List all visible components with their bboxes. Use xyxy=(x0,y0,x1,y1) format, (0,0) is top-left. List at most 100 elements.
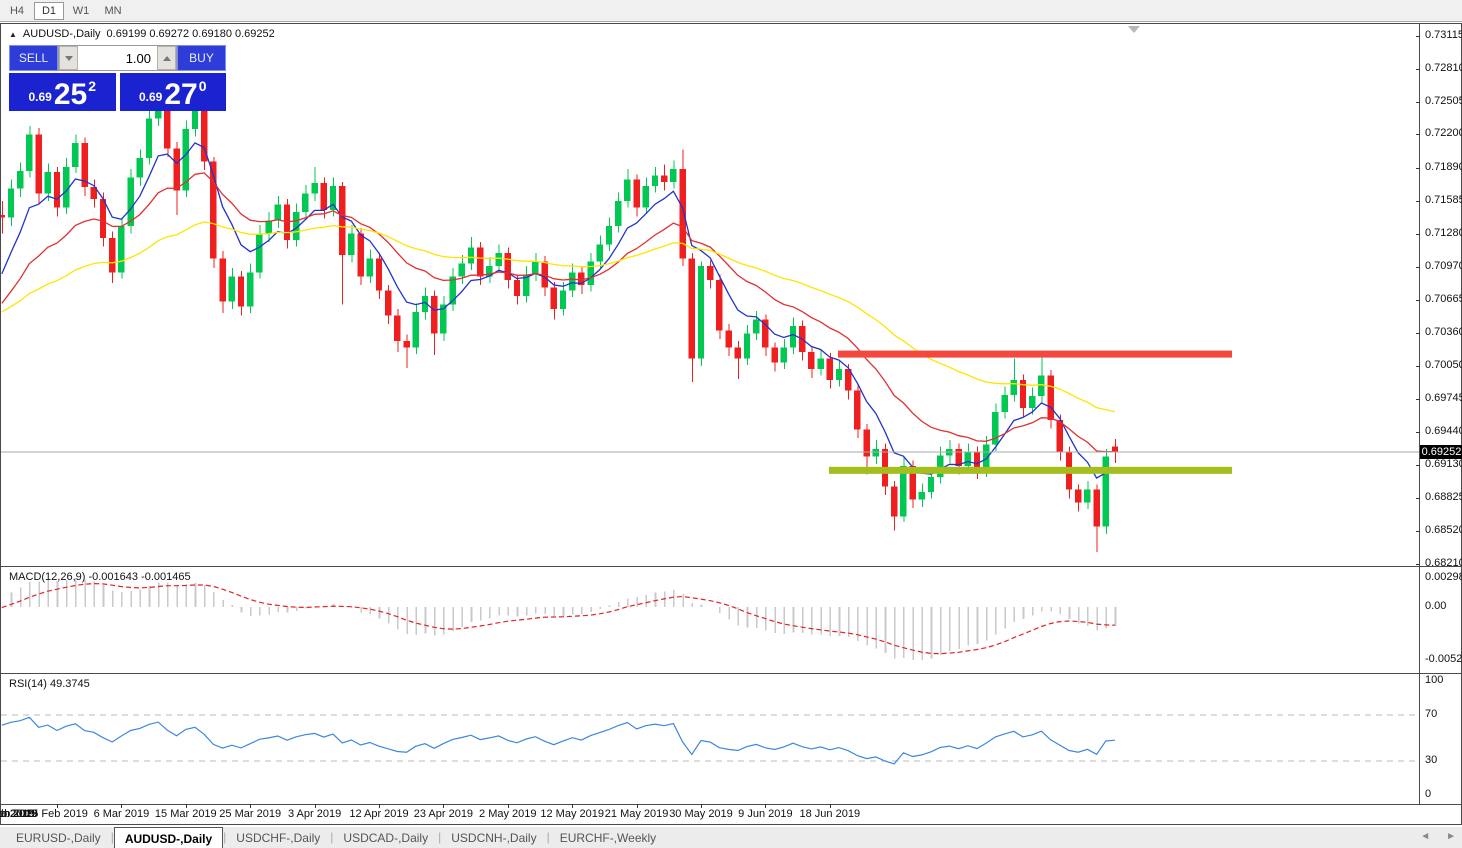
pane-separator[interactable] xyxy=(1,673,1461,674)
price-axis-tick xyxy=(1416,464,1420,466)
price-axis-label: 0.68520 xyxy=(1425,523,1462,536)
chart-ohlc-values: 0.69199 0.69272 0.69180 0.69252 xyxy=(106,28,275,40)
sell-price-prefix: 0.69 xyxy=(28,90,52,104)
tab-scroll-controls: ◄ ► xyxy=(1420,831,1456,842)
pane-separator xyxy=(1,804,1461,805)
chart-window: ▲ AUDUSD-,Daily 0.69199 0.69272 0.69180 … xyxy=(0,23,1462,825)
date-axis-label: 30 May 2019 xyxy=(669,808,733,820)
chart-shift-marker-icon[interactable] xyxy=(1128,26,1140,33)
price-axis-label: 0.69745 xyxy=(1425,391,1462,404)
buy-price-prefix: 0.69 xyxy=(138,90,163,104)
price-axis-label: 0.72200 xyxy=(1425,127,1462,140)
price-axis-tick xyxy=(1416,167,1420,169)
chart-symbol-label: AUDUSD-,Daily xyxy=(22,28,101,40)
date-axis-label: 9 Jun 2019 xyxy=(738,808,793,820)
chart-title: ▲ AUDUSD-,Daily 0.69199 0.69272 0.69180 … xyxy=(9,28,275,40)
tab-separator: | xyxy=(546,830,550,844)
date-axis-tick xyxy=(57,804,58,808)
date-axis-tick xyxy=(379,804,380,808)
price-axis-label: 0.72505 xyxy=(1425,94,1462,107)
rsi-indicator-pane[interactable] xyxy=(1,674,1421,804)
price-axis-label: 0.70360 xyxy=(1425,325,1462,338)
tab-separator: | xyxy=(110,830,114,844)
timeframe-button-mn[interactable]: MN xyxy=(104,4,122,17)
scroll-tabs-left-icon[interactable]: ◄ xyxy=(1420,831,1431,842)
price-axis-label: 0.68825 xyxy=(1425,490,1462,503)
date-axis-label: 18 Jan 2019 xyxy=(0,808,38,820)
price-axis-label: 0.70970 xyxy=(1425,259,1462,272)
macd-axis-label: 0.002984 xyxy=(1425,571,1462,583)
price-axis-tick xyxy=(1416,200,1420,202)
collapse-chart-icon[interactable]: ▲ xyxy=(9,29,17,39)
chart-tab-usdcnh[interactable]: USDCNH-,Daily xyxy=(451,831,537,845)
price-axis-tick xyxy=(1416,564,1420,565)
price-axis-label: 0.71890 xyxy=(1425,160,1462,173)
date-axis-label: 28 Jan 2019 xyxy=(0,808,38,820)
buy-button[interactable]: BUY xyxy=(177,45,226,71)
sell-button[interactable]: SELL xyxy=(9,45,58,71)
rsi-axis-label: 100 xyxy=(1425,674,1444,686)
price-axis-label: 0.72810 xyxy=(1425,61,1462,74)
tab-separator: | xyxy=(438,830,442,844)
price-axis-label: 0.70050 xyxy=(1425,358,1462,371)
price-axis-tick xyxy=(1416,431,1420,433)
volume-stepper xyxy=(58,45,177,71)
price-axis-label: 0.69130 xyxy=(1425,457,1462,470)
volume-decrease-button[interactable] xyxy=(59,46,78,70)
chart-tab-audusd[interactable]: AUDUSD-,Daily xyxy=(113,827,224,848)
volume-increase-button[interactable] xyxy=(157,46,176,70)
price-axis-tick xyxy=(1416,497,1420,499)
timeframe-button-h4[interactable]: H4 xyxy=(9,4,25,17)
date-axis-tick xyxy=(572,804,574,808)
price-axis-tick xyxy=(1416,365,1420,367)
date-axis-tick xyxy=(121,804,123,808)
date-axis-label: 6 Feb 2019 xyxy=(0,808,35,820)
chart-tab-usdchf[interactable]: USDCHF-,Daily xyxy=(236,831,321,845)
rsi-label: RSI(14) 49.3745 xyxy=(9,678,90,690)
macd-label: MACD(12,26,9) -0.001643 -0.001465 xyxy=(9,571,191,583)
date-axis-label: 21 May 2019 xyxy=(604,808,669,820)
timeframe-button-d1[interactable]: D1 xyxy=(34,1,64,20)
price-axis-tick xyxy=(1416,101,1420,103)
price-axis-label: 0.69440 xyxy=(1425,424,1462,437)
rsi-axis-label: 0 xyxy=(1425,788,1432,800)
current-price-tag: 0.69252 xyxy=(1420,444,1462,459)
sell-price-pip: 2 xyxy=(88,78,97,94)
sell-quote-button[interactable]: 0.69 25 2 xyxy=(9,73,116,111)
date-axis-label: 12 Apr 2019 xyxy=(349,808,409,820)
chart-tab-bar: EURUSD-,Daily | AUDUSD-,Daily | USDCHF-,Dail… xyxy=(0,826,1462,848)
date-axis-label: 18 Jun 2019 xyxy=(799,808,861,820)
pane-separator[interactable] xyxy=(1,566,1461,567)
sell-price-main: 25 xyxy=(53,78,88,111)
date-axis-tick xyxy=(314,804,316,808)
chart-tab-usdcad[interactable]: USDCAD-,Daily xyxy=(343,831,429,845)
date-axis-label: 12 May 2019 xyxy=(540,808,604,820)
date-axis-label: 15 Feb 2019 xyxy=(0,808,38,820)
price-axis-tick xyxy=(1416,36,1420,37)
price-axis-tick xyxy=(1416,266,1420,268)
chart-tab-eurusd[interactable]: EURUSD-,Daily xyxy=(16,831,101,845)
date-axis-tick xyxy=(507,804,509,808)
triangle-up-icon xyxy=(162,55,171,61)
date-axis-label: 23 Apr 2019 xyxy=(413,808,474,820)
buy-quote-button[interactable]: 0.69 27 0 xyxy=(119,73,226,111)
rsi-axis-label: 70 xyxy=(1425,708,1438,721)
macd-axis-label: -0.005256 xyxy=(1425,653,1462,665)
date-axis-label: 25 Mar 2019 xyxy=(219,808,282,820)
date-axis-label: 9 Jan 2019 xyxy=(0,808,35,820)
price-axis-label: 0.73115 xyxy=(1425,29,1462,41)
rsi-axis-label: 30 xyxy=(1425,753,1438,766)
macd-axis-label: 0.00 xyxy=(1425,600,1447,612)
scroll-tabs-right-icon[interactable]: ► xyxy=(1446,831,1456,842)
price-axis-label: 0.70665 xyxy=(1425,292,1462,305)
volume-input[interactable] xyxy=(78,46,157,70)
macd-indicator-pane[interactable] xyxy=(1,567,1421,673)
chart-tab-eurchf[interactable]: EURCHF-,Weekly xyxy=(559,831,657,845)
date-axis-label: 6 Mar 2019 xyxy=(93,808,150,820)
buy-price-main: 27 xyxy=(164,78,198,111)
date-axis-tick xyxy=(701,804,702,808)
timeframe-button-w1[interactable]: W1 xyxy=(72,4,90,17)
price-axis-line xyxy=(1419,24,1420,804)
price-axis-tick xyxy=(1416,530,1420,532)
date-axis-tick xyxy=(185,804,187,808)
